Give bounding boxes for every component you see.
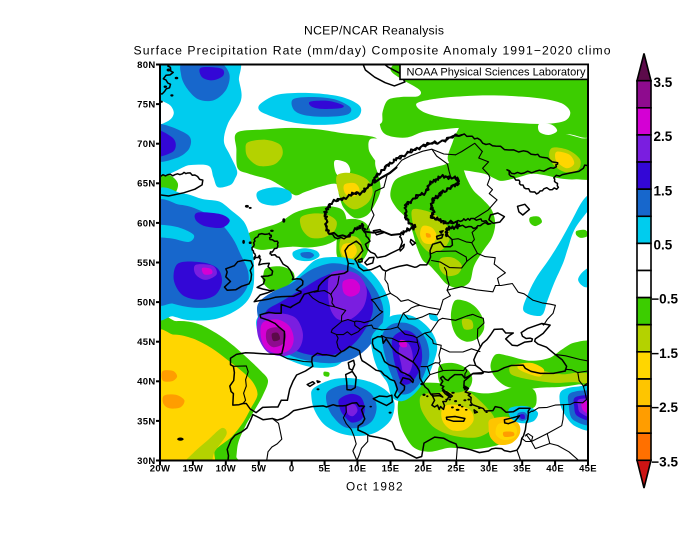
svg-text:50N: 50N bbox=[137, 298, 155, 309]
svg-text:Surface Precipitation Rate (mm: Surface Precipitation Rate (mm/day) Comp… bbox=[134, 43, 611, 57]
svg-text:15W: 15W bbox=[183, 464, 203, 475]
svg-text:35N: 35N bbox=[137, 416, 155, 427]
svg-text:5E: 5E bbox=[318, 464, 330, 475]
svg-text:NCEP/NCAR Reanalysis: NCEP/NCAR Reanalysis bbox=[304, 24, 444, 38]
svg-text:40E: 40E bbox=[546, 464, 564, 475]
svg-text:35E: 35E bbox=[513, 464, 531, 475]
svg-text:45N: 45N bbox=[137, 337, 155, 348]
svg-text:75N: 75N bbox=[137, 100, 155, 111]
svg-text:3.5: 3.5 bbox=[654, 75, 673, 90]
svg-text:0.5: 0.5 bbox=[654, 238, 673, 253]
svg-text:10E: 10E bbox=[349, 464, 367, 475]
svg-text:60N: 60N bbox=[137, 218, 155, 229]
svg-text:20E: 20E bbox=[414, 464, 432, 475]
svg-text:40N: 40N bbox=[137, 377, 155, 388]
svg-text:0: 0 bbox=[289, 464, 295, 475]
svg-text:15E: 15E bbox=[382, 464, 400, 475]
svg-text:45E: 45E bbox=[579, 464, 597, 475]
svg-text:−1.5: −1.5 bbox=[651, 346, 678, 361]
svg-text:10W: 10W bbox=[216, 464, 236, 475]
svg-text:−0.5: −0.5 bbox=[651, 292, 678, 307]
svg-text:Oct 1982: Oct 1982 bbox=[346, 479, 403, 493]
svg-text:−3.5: −3.5 bbox=[651, 454, 678, 469]
svg-text:1.5: 1.5 bbox=[654, 183, 673, 198]
svg-text:70N: 70N bbox=[137, 139, 155, 150]
svg-text:20W: 20W bbox=[150, 464, 170, 475]
svg-text:55N: 55N bbox=[137, 258, 155, 269]
svg-text:65N: 65N bbox=[137, 179, 155, 190]
svg-text:80N: 80N bbox=[137, 60, 155, 71]
svg-text:−2.5: −2.5 bbox=[651, 400, 678, 415]
svg-text:5W: 5W bbox=[251, 464, 266, 475]
svg-text:25E: 25E bbox=[447, 464, 465, 475]
svg-text:30E: 30E bbox=[480, 464, 498, 475]
svg-text:2.5: 2.5 bbox=[654, 129, 673, 144]
svg-text:NOAA Physical Sciences Laborat: NOAA Physical Sciences Laboratory bbox=[407, 67, 586, 79]
svg-text:30N: 30N bbox=[137, 456, 155, 467]
